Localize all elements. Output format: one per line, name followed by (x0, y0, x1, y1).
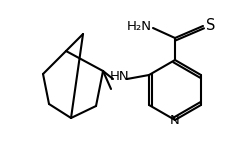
Text: S: S (206, 19, 216, 33)
Text: N: N (170, 114, 180, 126)
Text: HN: HN (110, 69, 130, 83)
Text: H₂N: H₂N (127, 19, 152, 33)
